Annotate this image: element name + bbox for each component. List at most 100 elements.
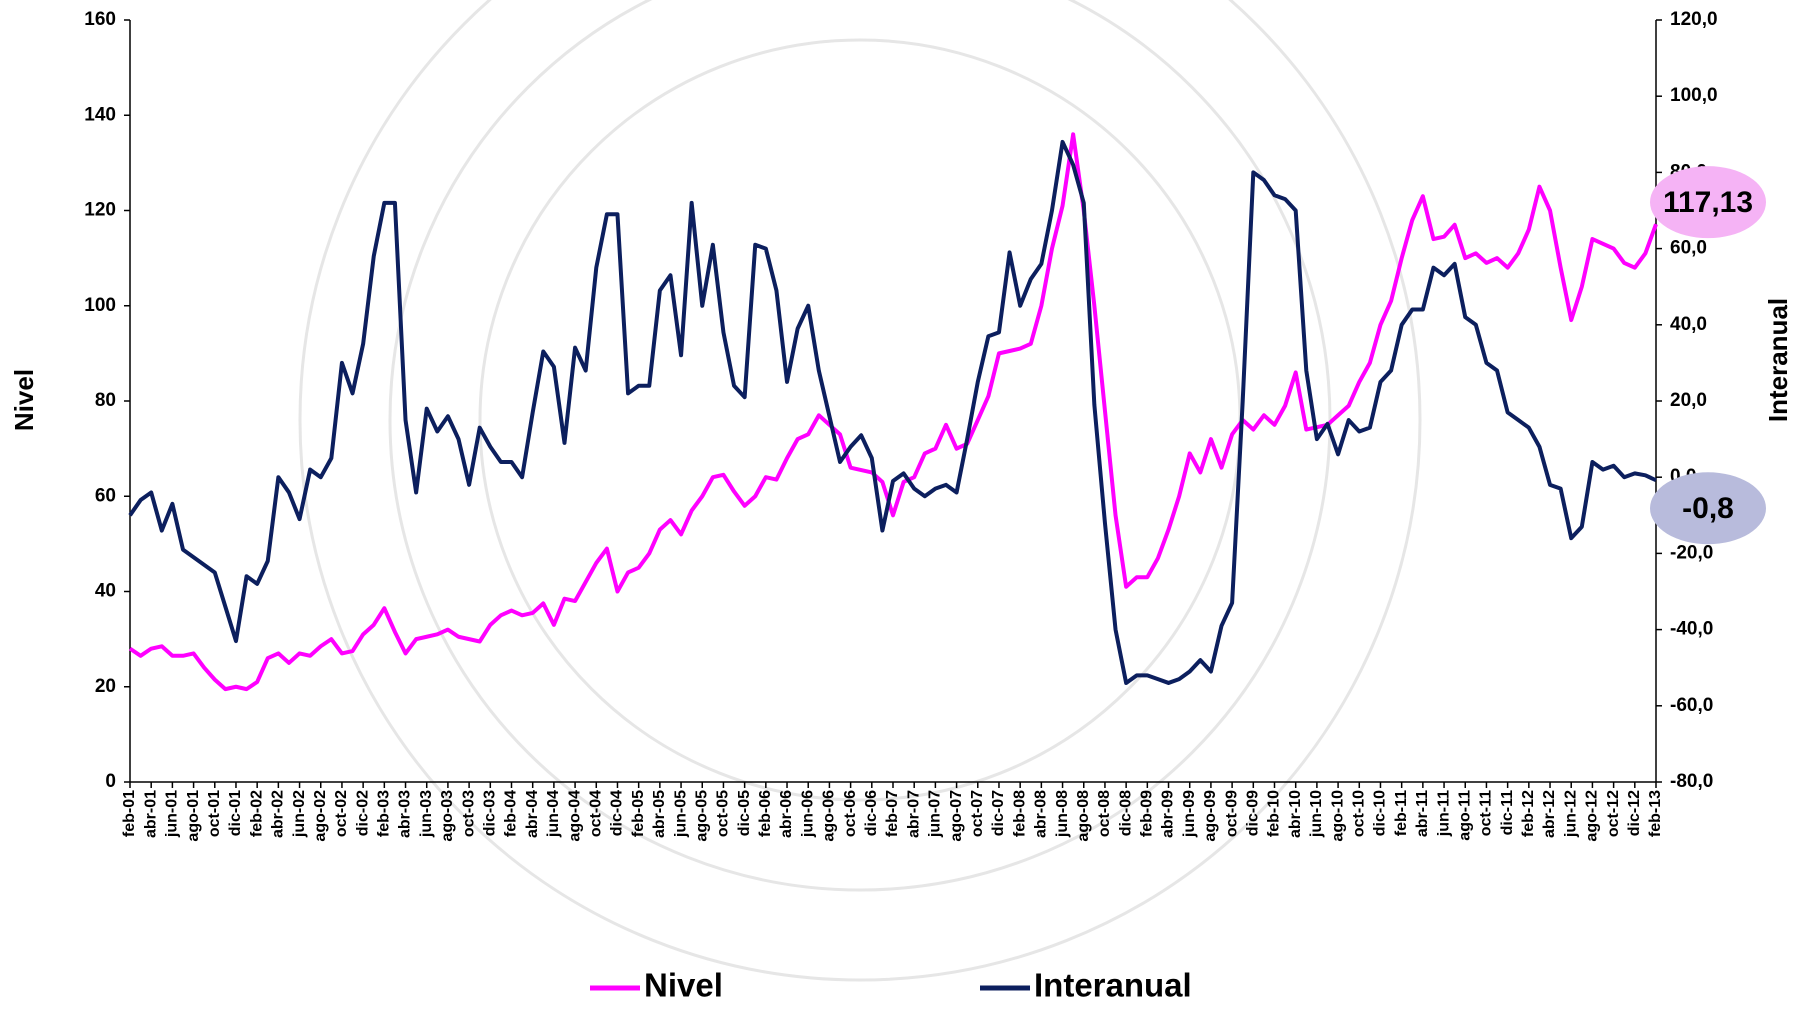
x-tick-label: dic-02	[354, 790, 371, 836]
x-tick-label: oct-05	[715, 790, 732, 837]
y2-tick-label: -80,0	[1670, 771, 1713, 792]
x-tick-label: dic-05	[736, 790, 753, 836]
y2-axis-title: Interanual	[1763, 298, 1793, 422]
x-tick-label: dic-01	[227, 790, 244, 836]
y-tick-label: 20	[95, 676, 116, 697]
x-tick-label: feb-11	[1393, 790, 1410, 836]
x-tick-label: oct-06	[842, 790, 859, 837]
x-tick-label: oct-10	[1350, 790, 1367, 837]
x-tick-label: jun-08	[1054, 790, 1071, 838]
x-tick-label: feb-06	[757, 790, 774, 837]
y2-tick-label: 100,0	[1670, 85, 1718, 106]
x-tick-label: ago-03	[439, 790, 456, 842]
y2-tick-label: 40,0	[1670, 314, 1707, 335]
x-tick-label: ago-01	[185, 790, 202, 842]
y-tick-label: 60	[95, 485, 116, 506]
x-tick-label: ago-05	[693, 790, 710, 842]
x-tick-label: ago-02	[312, 790, 329, 842]
x-tick-label: oct-08	[1096, 790, 1113, 837]
x-tick-label: jun-09	[1181, 790, 1198, 838]
y-tick-label: 160	[84, 9, 116, 30]
x-tick-label: feb-01	[121, 790, 138, 837]
x-tick-label: jun-12	[1562, 790, 1579, 838]
end-label: 117,13	[1663, 186, 1753, 219]
x-tick-label: feb-10	[1266, 790, 1283, 837]
x-tick-label: abr-11	[1414, 790, 1431, 837]
y-tick-label: 40	[95, 581, 116, 602]
x-tick-label: abr-12	[1541, 790, 1558, 838]
x-tick-label: feb-09	[1139, 790, 1156, 837]
x-tick-label: ago-12	[1584, 790, 1601, 842]
x-tick-label: ago-04	[566, 790, 583, 842]
x-tick-label: jun-07	[927, 790, 944, 838]
x-tick-label: feb-07	[884, 790, 901, 837]
x-tick-label: ago-06	[821, 790, 838, 842]
y2-tick-label: -60,0	[1670, 695, 1713, 716]
series-line	[128, 132, 1658, 692]
end-label-bg	[1650, 166, 1766, 239]
x-tick-label: ago-11	[1456, 790, 1473, 841]
legend-label: Nivel	[644, 967, 723, 1004]
y2-tick-label: 20,0	[1670, 390, 1707, 411]
x-tick-label: abr-08	[1033, 790, 1050, 838]
x-tick-label: oct-04	[587, 790, 604, 837]
x-tick-label: jun-06	[799, 790, 816, 838]
x-tick-label: feb-04	[503, 790, 520, 837]
x-tick-label: oct-09	[1223, 790, 1240, 837]
x-tick-label: dic-03	[482, 790, 499, 836]
x-tick-label: abr-06	[778, 790, 795, 838]
x-tick-label: jun-10	[1308, 790, 1325, 838]
x-tick-label: dic-04	[609, 790, 626, 836]
x-tick-label: dic-07	[990, 790, 1007, 836]
x-tick-label: abr-05	[651, 790, 668, 838]
x-tick-label: feb-12	[1520, 790, 1537, 837]
x-tick-label: jun-05	[672, 790, 689, 838]
x-tick-label: abr-03	[397, 790, 414, 838]
series-line	[128, 139, 1657, 685]
x-tick-label: oct-12	[1605, 790, 1622, 837]
y-tick-label: 80	[95, 390, 116, 411]
x-tick-label: ago-09	[1202, 790, 1219, 842]
x-tick-label: jun-01	[164, 790, 181, 838]
x-tick-label: dic-10	[1372, 790, 1389, 836]
x-tick-label: abr-07	[905, 790, 922, 838]
y-axis-title: Nivel	[9, 369, 39, 431]
x-tick-label: feb-08	[1011, 790, 1028, 837]
x-tick-label: oct-07	[969, 790, 986, 837]
x-tick-label: abr-01	[142, 790, 159, 838]
x-tick-label: jun-11	[1435, 790, 1452, 837]
x-tick-label: oct-02	[333, 790, 350, 837]
end-label: -0,8	[1682, 492, 1734, 525]
x-tick-label: jun-04	[545, 790, 562, 838]
y2-tick-label: 60,0	[1670, 238, 1707, 259]
x-tick-label: abr-09	[1160, 790, 1177, 838]
x-tick-label: oct-11	[1478, 790, 1495, 836]
y-tick-label: 140	[84, 104, 116, 125]
x-tick-label: jun-03	[418, 790, 435, 838]
y-tick-label: 100	[84, 295, 116, 316]
x-tick-label: feb-03	[376, 790, 393, 837]
x-tick-label: ago-07	[948, 790, 965, 842]
x-tick-label: feb-02	[248, 790, 265, 837]
x-tick-label: oct-03	[460, 790, 477, 837]
x-tick-label: jun-02	[291, 790, 308, 838]
x-tick-label: dic-06	[863, 790, 880, 836]
y2-tick-label: -20,0	[1670, 542, 1713, 563]
legend-label: Interanual	[1034, 967, 1192, 1004]
x-tick-label: dic-08	[1117, 790, 1134, 836]
x-tick-label: ago-08	[1075, 790, 1092, 842]
x-tick-label: feb-05	[630, 790, 647, 837]
x-tick-label: abr-02	[270, 790, 287, 838]
y-tick-label: 0	[105, 771, 116, 792]
end-label-bg	[1650, 472, 1766, 545]
x-tick-label: oct-01	[206, 790, 223, 837]
x-tick-label: abr-04	[524, 790, 541, 838]
x-tick-label: ago-10	[1329, 790, 1346, 842]
y-tick-label: 120	[84, 200, 116, 221]
x-tick-label: dic-09	[1245, 790, 1262, 836]
x-tick-label: feb-13	[1647, 790, 1664, 837]
x-tick-label: dic-12	[1626, 790, 1643, 836]
y2-tick-label: -40,0	[1670, 619, 1713, 640]
